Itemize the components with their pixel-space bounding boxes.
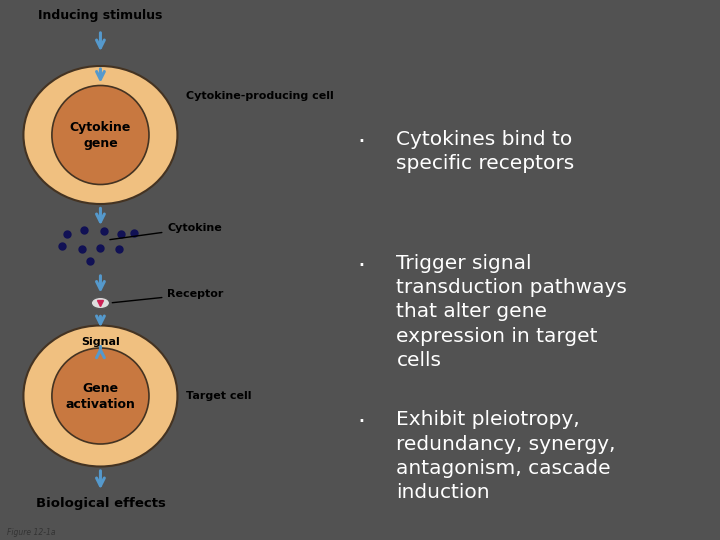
Text: Cytokines bind to
specific receptors: Cytokines bind to specific receptors (397, 130, 575, 173)
Ellipse shape (52, 348, 149, 444)
Ellipse shape (24, 66, 177, 204)
Ellipse shape (91, 298, 109, 309)
Text: ·: · (358, 410, 366, 434)
Text: ·: · (358, 254, 366, 278)
Text: Cytokine: Cytokine (110, 223, 222, 240)
Text: Trigger signal
transduction pathways
that alter gene
expression in target
cells: Trigger signal transduction pathways tha… (397, 254, 627, 370)
Text: Biological effects: Biological effects (35, 497, 166, 510)
Text: Exhibit pleiotropy,
redundancy, synergy,
antagonism, cascade
induction: Exhibit pleiotropy, redundancy, synergy,… (397, 410, 616, 502)
Text: Figure 12-1a
Kuby IMMUNOLOGY, Sixth Edition
© 2007 W.H.Freeman and Company: Figure 12-1a Kuby IMMUNOLOGY, Sixth Edit… (6, 528, 145, 540)
Text: Signal: Signal (81, 337, 120, 347)
Text: Target cell: Target cell (186, 391, 251, 401)
Text: Gene
activation: Gene activation (66, 381, 135, 410)
Text: Receptor: Receptor (112, 289, 224, 303)
Text: Cytokine
gene: Cytokine gene (70, 120, 131, 150)
Text: Inducing stimulus: Inducing stimulus (38, 9, 163, 22)
Text: ·: · (358, 130, 366, 153)
Ellipse shape (52, 85, 149, 185)
Text: Cytokine-producing cell: Cytokine-producing cell (186, 91, 333, 101)
Ellipse shape (24, 326, 177, 467)
